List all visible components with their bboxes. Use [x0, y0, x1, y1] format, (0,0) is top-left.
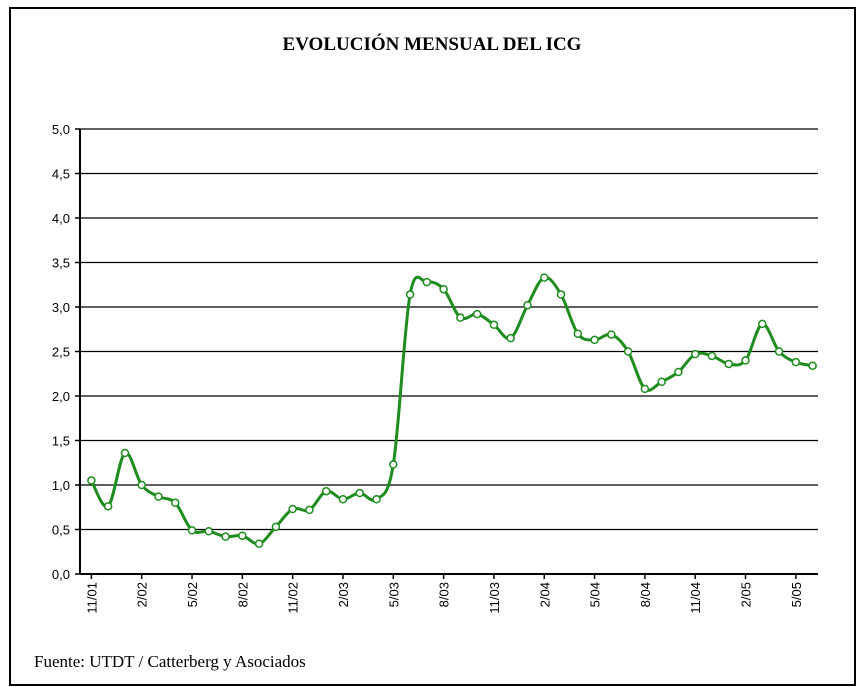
point [623, 347, 633, 356]
x-tick-label: 8/03 [437, 582, 452, 607]
point [707, 351, 717, 361]
chart-frame [9, 7, 856, 686]
point [238, 531, 247, 540]
x-tick-label: 2/04 [537, 582, 552, 607]
x-tick-label: 5/02 [185, 582, 200, 607]
y-tick-label: 2,5 [52, 345, 70, 360]
point [774, 347, 784, 356]
x-tick-label: 5/05 [789, 582, 804, 607]
point [288, 504, 297, 514]
point [372, 494, 381, 504]
point [489, 320, 499, 330]
x-tick-label: 2/03 [336, 582, 351, 607]
y-tick-label: 1,5 [52, 434, 70, 449]
point [640, 384, 650, 394]
y-tick-label: 5,0 [52, 122, 70, 137]
y-tick-label: 0,0 [52, 567, 70, 582]
point [472, 309, 482, 319]
point [607, 330, 616, 339]
y-tick-label: 3,0 [52, 300, 70, 315]
y-tick-label: 0,5 [52, 523, 70, 538]
point [405, 290, 415, 299]
point [540, 273, 549, 282]
y-tick-label: 4,5 [52, 167, 70, 182]
point [439, 284, 448, 294]
point [171, 498, 180, 508]
x-tick-label: 11/04 [688, 582, 703, 614]
x-tick-label: 8/02 [235, 582, 250, 607]
point [758, 319, 767, 329]
point [254, 539, 264, 548]
point [674, 367, 683, 377]
point [355, 488, 364, 498]
x-tick-label: 8/04 [638, 582, 653, 607]
point [389, 460, 398, 469]
point [305, 505, 314, 515]
point [221, 532, 230, 541]
x-tick-label: 11/02 [286, 582, 301, 614]
point [204, 527, 214, 536]
point [657, 377, 666, 387]
point [338, 494, 348, 504]
point [187, 526, 197, 535]
point [741, 356, 750, 365]
point [808, 361, 817, 370]
x-tick-label: 11/03 [487, 582, 502, 614]
point [791, 357, 801, 367]
point [422, 277, 432, 287]
point [103, 502, 113, 511]
x-tick-label: 5/04 [588, 582, 603, 607]
y-tick-label: 3,5 [52, 256, 70, 271]
point [271, 522, 281, 532]
y-tick-label: 2,0 [52, 389, 70, 404]
x-tick-label: 11/01 [84, 582, 99, 614]
point [556, 290, 566, 299]
point [724, 359, 733, 369]
point [120, 448, 130, 458]
x-tick-label: 2/02 [135, 582, 150, 607]
x-tick-label: 2/05 [739, 582, 754, 607]
source-note: Fuente: UTDT / Catterberg y Asociados [34, 652, 306, 671]
point [456, 313, 465, 322]
point [321, 486, 331, 496]
point [573, 329, 583, 338]
point [523, 300, 532, 310]
point [590, 335, 599, 345]
point [506, 333, 515, 343]
chart-title: EVOLUCIÓN MENSUAL DEL ICG [283, 33, 582, 55]
point [87, 476, 96, 485]
point [154, 492, 163, 501]
point [137, 480, 146, 490]
y-tick-label: 1,0 [52, 478, 70, 493]
point [690, 349, 700, 359]
y-tick-label: 4,0 [52, 211, 70, 226]
x-tick-label: 5/03 [386, 582, 401, 607]
